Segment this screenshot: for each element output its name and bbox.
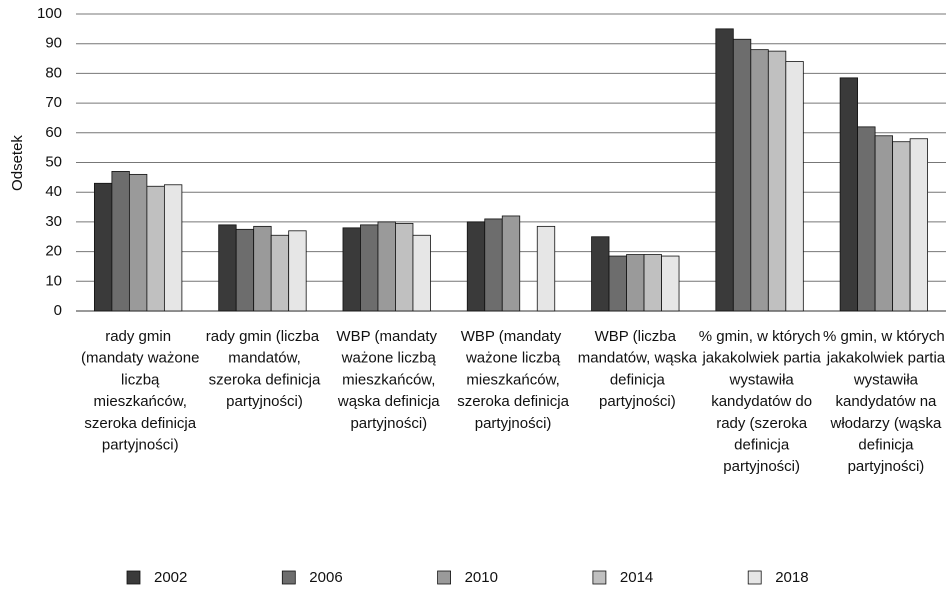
- bar: [235, 228, 255, 312]
- bar: [608, 255, 627, 312]
- y-tick-label: 30: [45, 213, 62, 230]
- bar: [536, 225, 556, 312]
- bar: [785, 61, 804, 312]
- legend-label: 2014: [620, 569, 653, 586]
- bar: [909, 138, 929, 312]
- y-tick-label: 90: [45, 35, 62, 52]
- legend-swatch: [437, 570, 452, 585]
- legend-label: 2018: [775, 569, 808, 586]
- bar: [732, 38, 752, 312]
- bar: [484, 218, 503, 312]
- bar: [839, 77, 859, 312]
- bar: [643, 254, 662, 312]
- y-tick-label: 10: [45, 272, 62, 289]
- bar: [146, 185, 165, 312]
- bar: [661, 255, 680, 312]
- y-tick-label: 80: [45, 64, 62, 81]
- y-axis-label: Odsetek: [9, 135, 26, 191]
- x-tick-label: WBP (liczba mandatów, wąska definicja pa…: [574, 328, 698, 410]
- bar: [342, 227, 361, 312]
- bar: [93, 182, 113, 312]
- bar: [501, 215, 521, 312]
- bar: [874, 135, 894, 312]
- bar: [412, 234, 431, 312]
- bar: [395, 222, 414, 312]
- legend-swatch: [281, 570, 296, 585]
- x-tick-label: % gmin, w których jakakolwiek partia wys…: [823, 328, 946, 475]
- x-tick-label: rady gmin (mandaty ważone liczbą mieszka…: [77, 328, 200, 454]
- legend-swatch: [126, 570, 141, 585]
- legend-label: 2010: [465, 569, 498, 586]
- legend-swatch: [592, 570, 607, 585]
- x-tick-label: rady gmin (liczba mandatów, szeroka defi…: [204, 328, 321, 410]
- bar: [360, 224, 379, 312]
- y-tick-label: 100: [37, 5, 62, 22]
- bar: [270, 234, 290, 312]
- bar: [253, 225, 272, 312]
- y-tick-label: 60: [45, 124, 62, 141]
- y-tick-label: 0: [54, 302, 62, 319]
- bar: [288, 230, 307, 312]
- y-tick-label: 70: [45, 94, 62, 111]
- bar: [466, 221, 486, 312]
- bar: [750, 49, 769, 312]
- x-tick-label: WBP (mandaty ważone liczbą mieszkańców, …: [334, 328, 441, 432]
- bar: [892, 141, 911, 312]
- bar: [128, 173, 148, 312]
- legend-label: 2002: [154, 569, 187, 586]
- legend-label: 2006: [309, 569, 342, 586]
- y-tick-label: 20: [45, 243, 62, 260]
- bar: [163, 184, 183, 312]
- x-tick-label: % gmin, w których jakakolwiek partia wys…: [698, 328, 821, 475]
- y-tick-label: 40: [45, 183, 62, 200]
- bar: [715, 28, 734, 312]
- bar: [857, 126, 876, 312]
- bar: [626, 254, 645, 312]
- bar: [591, 236, 610, 312]
- bar: [218, 224, 237, 312]
- bar: [767, 50, 787, 312]
- x-tick-label: WBP (mandaty ważone liczbą mieszkańców, …: [453, 328, 570, 432]
- bar: [111, 171, 130, 312]
- legend-swatch: [747, 570, 762, 585]
- y-tick-label: 50: [45, 153, 62, 170]
- bar: [377, 221, 396, 312]
